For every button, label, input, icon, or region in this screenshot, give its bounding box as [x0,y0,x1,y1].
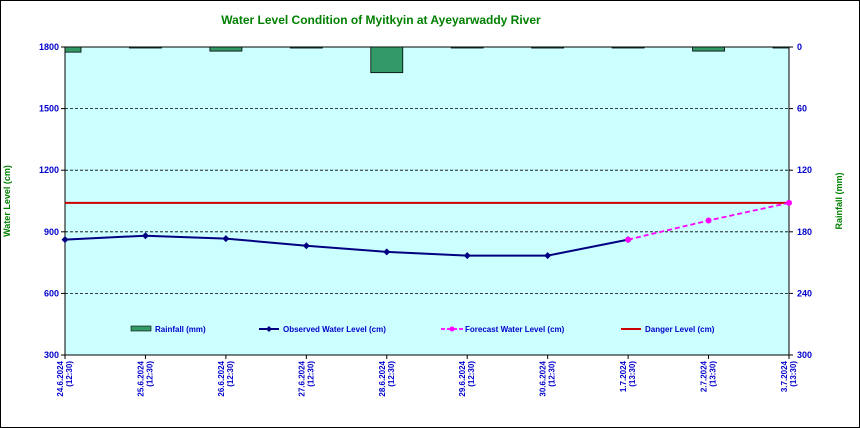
x-tick-label: 29.6.2024(12:30) [458,360,476,396]
rainfall-bar [209,46,243,52]
legend-marker-observed [266,326,272,332]
x-tick-label: 30.6.2024(12:30) [539,360,557,396]
y-tick-label: 600 [44,288,59,298]
observed-water-level-line [64,234,629,257]
legend-label: Rainfall (mm) [155,325,206,334]
observed-point [383,248,391,256]
plot-area [64,46,790,356]
forecast-point [705,217,712,224]
observed-point [463,252,471,260]
x-tick-label: 3.7.2024(13:30) [780,360,798,392]
y2-tick-label: 180 [797,227,812,237]
observed-point [544,252,552,260]
legend-label: Danger Level (cm) [645,325,715,334]
forecast-point [625,236,632,243]
y-tick-label: 900 [44,227,59,237]
y-tick-label: 300 [44,350,59,360]
y2-tick-label: 300 [797,350,812,360]
observed-point [141,232,149,240]
rainfall-bar [450,46,484,49]
y2-tick-label: 240 [797,288,812,298]
y2-tick-label: 60 [797,104,807,114]
legend-item: Observed Water Level (cm) [259,325,386,334]
legend-marker-forecast [449,326,455,332]
rainfall-bar [289,46,323,49]
observed-point [302,242,310,250]
rainfall-bar [129,46,162,49]
legend-item: Danger Level (cm) [621,325,715,334]
rainfall-bar [611,46,645,49]
x-tick-label: 26.6.2024(12:30) [217,360,235,396]
y-tick-label: 1800 [39,42,59,52]
legend-item: Forecast Water Level (cm) [441,325,565,334]
forecast-point [786,199,792,206]
x-tick-label: 24.6.2024(12:30) [56,360,74,396]
y2-tick-label: 0 [797,42,802,52]
y-tick-label: 1500 [39,104,59,114]
rainfall-bar [64,46,82,53]
legend-item: Rainfall (mm) [130,325,206,334]
chart-title: Water Level Condition of Myitkyin at Aye… [221,13,541,27]
x-tick-label: 28.6.2024(12:30) [378,360,396,396]
observed-point [222,235,230,243]
rainfall-bar [370,46,404,74]
observed-point [61,236,69,244]
y2-tick-label: 120 [797,165,812,175]
x-tick-label: 2.7.2024(13:30) [700,360,718,392]
rainfall-bar [531,46,565,49]
legend-label: Forecast Water Level (cm) [465,325,565,334]
legend-swatch-rainfall [130,325,152,332]
x-tick-label: 27.6.2024(12:30) [297,360,315,396]
x-tick-label: 25.6.2024(12:30) [136,360,154,396]
legend-label: Observed Water Level (cm) [283,325,386,334]
y-tick-label: 1200 [39,165,59,175]
x-tick-label: 1.7.2024(13:30) [619,360,637,392]
rainfall-bar [772,46,790,49]
rainfall-bar [692,46,725,52]
